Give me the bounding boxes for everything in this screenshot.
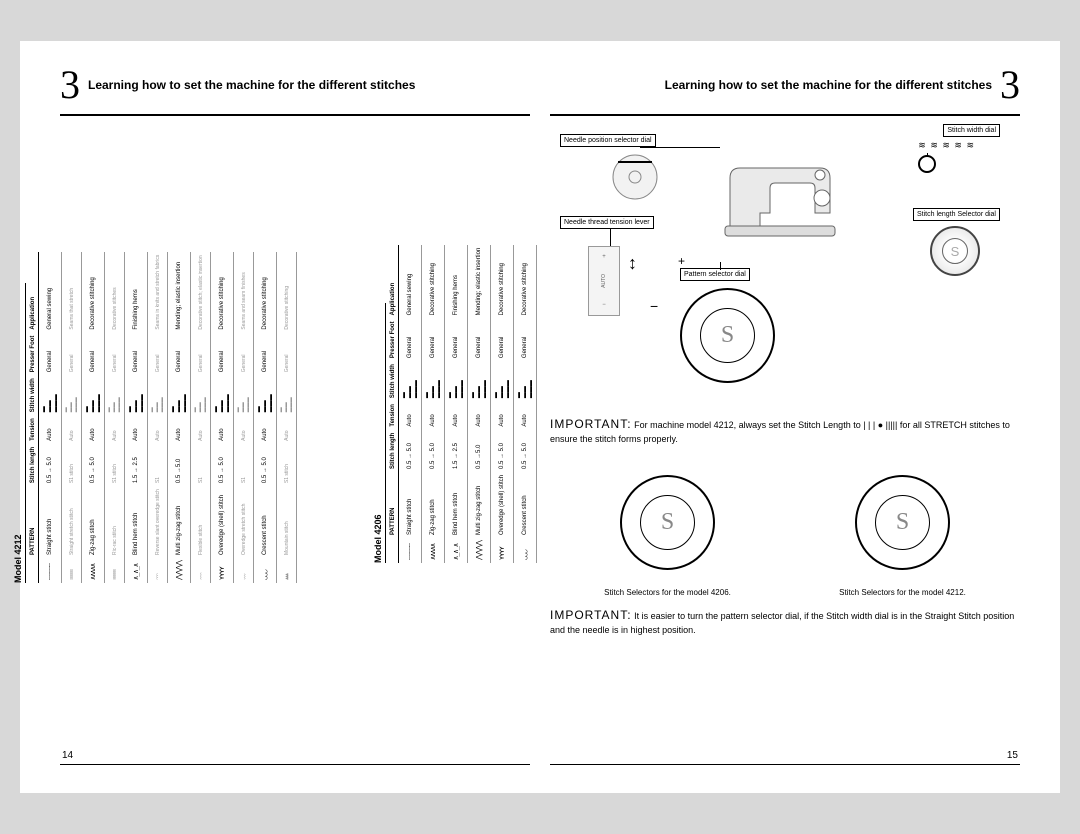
machine-diagram: Needle position selector dial Needle thr…	[550, 128, 1020, 408]
model-4212-title: Model 4212	[13, 283, 26, 583]
table-row: ┈┈┈┈┈Straight stitch0.5 → 5.0Auto▬▬▬▬▬▬G…	[399, 245, 422, 563]
table-row: ⌒⌒⌒Reverse slant overedge stitchS1Auto▬▬…	[148, 252, 168, 583]
table-4212: PATTERN Stitch length Tension Stitch wid…	[28, 252, 297, 583]
chapter-title-r: Learning how to set the machine for the …	[665, 78, 992, 92]
important-note-1: IMPORTANT: For machine model 4212, alway…	[550, 416, 1020, 445]
table-row: ≋≋≋≋≋Ric-rac stitchS1 stitchAuto▬▬▬▬▬▬Ge…	[105, 252, 125, 583]
tables-wrapper: Model 4212 PATTERN Stitch length Tension…	[60, 128, 530, 738]
table-row: ≡≡≡≡≡Straight stretch stitchS1 stitchAut…	[62, 252, 82, 583]
table-row: ⋎⋎⋎⋎Overedge (shell) stitch0.5 → 5.0Auto…	[491, 245, 514, 563]
table-row: ◡◡◡Crescent stitch0.5 → 5.0Auto▬▬▬▬▬▬Gen…	[254, 252, 277, 583]
chapter-title: Learning how to set the machine for the …	[88, 78, 415, 92]
sewing-machine-icon	[720, 158, 840, 248]
caption-4212: Stitch Selectors for the model 4212.	[797, 588, 1009, 597]
stitch-length-dial: S	[930, 226, 980, 276]
th-pattern: PATTERN	[388, 472, 399, 538]
dial-letter-big: S	[700, 308, 755, 363]
th-width: Stitch width	[28, 375, 39, 415]
table-row: ∧_∧_∧Blind hem stitch1.5 → 2.5Auto▬▬▬▬▬▬…	[445, 245, 468, 563]
th-len: Stitch length	[388, 430, 399, 472]
page-number-14: 14	[62, 750, 73, 761]
label-needle-thread: Needle thread tension lever	[560, 216, 654, 229]
important-lead-2: IMPORTANT:	[550, 608, 632, 622]
stitch-width-dial-icons: ≋ ≋ ≋ ≋ ≋	[918, 140, 975, 175]
label-stitch-length: Stitch length Selector dial	[913, 208, 1000, 221]
th-app: Application	[28, 252, 39, 333]
table-row: ▲▲▲Mountain stitchS1 stitchAuto▬▬▬▬▬▬Gen…	[277, 252, 297, 583]
table-row: ⋎⋎⋎⋎Overedge (shell) stitch0.5 → 5.0Auto…	[211, 252, 234, 583]
th-tension: Tension	[28, 415, 39, 444]
selector-dial-4206: S	[620, 475, 715, 570]
th-foot: Presser Foot	[28, 333, 39, 376]
left-page: 3 Learning how to set the machine for th…	[50, 61, 540, 773]
selector-4212-block: S Stitch Selectors for the model 4212.	[797, 475, 1009, 597]
th-width: Stitch width	[388, 361, 399, 401]
tension-minus-icon: −	[650, 298, 658, 314]
tension-arrow-icon: ↕	[628, 258, 637, 269]
chapter-number-r: 3	[1000, 61, 1020, 108]
table-row: ∧_∧_∧Blind hem stitch1.5 → 2.5Auto▬▬▬▬▬▬…	[125, 252, 148, 583]
th-pattern: PATTERN	[28, 486, 39, 558]
label-stitch-width: Stitch width dial	[943, 124, 1000, 137]
right-page: Learning how to set the machine for the …	[540, 61, 1030, 773]
table-row: ⌄⌄⌄Overedge stretch stitchS1Auto▬▬▬▬▬▬Ge…	[234, 252, 254, 583]
header-rule	[60, 114, 530, 116]
table-4212-block: Model 4212 PATTERN Stitch length Tension…	[13, 283, 297, 583]
important-note-2: IMPORTANT: It is easier to turn the patt…	[550, 607, 1020, 636]
important-lead-1: IMPORTANT:	[550, 417, 632, 431]
th-len: Stitch length	[28, 444, 39, 486]
table-row: ⌢⌢⌢Flexible stitchS1Auto▬▬▬▬▬▬GeneralDec…	[191, 252, 211, 583]
tension-plus-icon: +	[678, 254, 685, 268]
pattern-selector-dial: S	[680, 288, 775, 383]
table-4206-block: Model 4206 PATTERN Stitch length Tension…	[373, 303, 537, 563]
tension-lever-icon: + AUTO −	[588, 246, 620, 316]
footer-rule-left	[60, 764, 530, 765]
th-app: Application	[388, 245, 399, 319]
table-row: ┈┈┈┈┈Straight stitch0.5 → 5.0Auto▬▬▬▬▬▬G…	[39, 252, 62, 583]
table-4206: PATTERN Stitch length Tension Stitch wid…	[388, 245, 537, 563]
page-header-right: Learning how to set the machine for the …	[550, 61, 1020, 108]
caption-4206: Stitch Selectors for the model 4206.	[562, 588, 774, 597]
needle-position-dial-icon	[605, 152, 665, 207]
header-rule-r	[550, 114, 1020, 116]
selector-4206-block: S Stitch Selectors for the model 4206.	[562, 475, 774, 597]
model-4206-title: Model 4206	[373, 303, 386, 563]
selector-dials-row: S Stitch Selectors for the model 4206. S…	[550, 475, 1020, 597]
label-pattern-selector: Pattern selector dial	[680, 268, 750, 281]
selector-dial-4212: S	[855, 475, 950, 570]
table-row: ◡◡◡Crescent stitch0.5 → 5.0Auto▬▬▬▬▬▬Gen…	[514, 245, 537, 563]
page-spread: 3 Learning how to set the machine for th…	[20, 41, 1060, 793]
dial-letter: S	[942, 238, 968, 264]
page-header-left: 3 Learning how to set the machine for th…	[60, 61, 530, 108]
chapter-number: 3	[60, 61, 80, 108]
table-row: ∧∧∧∧∧Zig-zag stitch0.5 → 5.0Auto▬▬▬▬▬▬Ge…	[422, 245, 445, 563]
footer-rule-right	[550, 764, 1020, 765]
th-tension: Tension	[388, 401, 399, 430]
label-needle-position: Needle position selector dial	[560, 134, 656, 147]
table-row: ∧∧∧∧∧Zig-zag stitch0.5 → 5.0Auto▬▬▬▬▬▬Ge…	[82, 252, 105, 583]
page-number-15: 15	[1007, 750, 1018, 761]
table-row: ⋀⋀⋀⋀Multi zig-zag stitch0.5 →5.0Auto▬▬▬▬…	[168, 252, 191, 583]
table-row: ⋀⋀⋀⋀Multi zig-zag stitch0.5 →5.0Auto▬▬▬▬…	[468, 245, 491, 563]
th-foot: Presser Foot	[388, 318, 399, 361]
